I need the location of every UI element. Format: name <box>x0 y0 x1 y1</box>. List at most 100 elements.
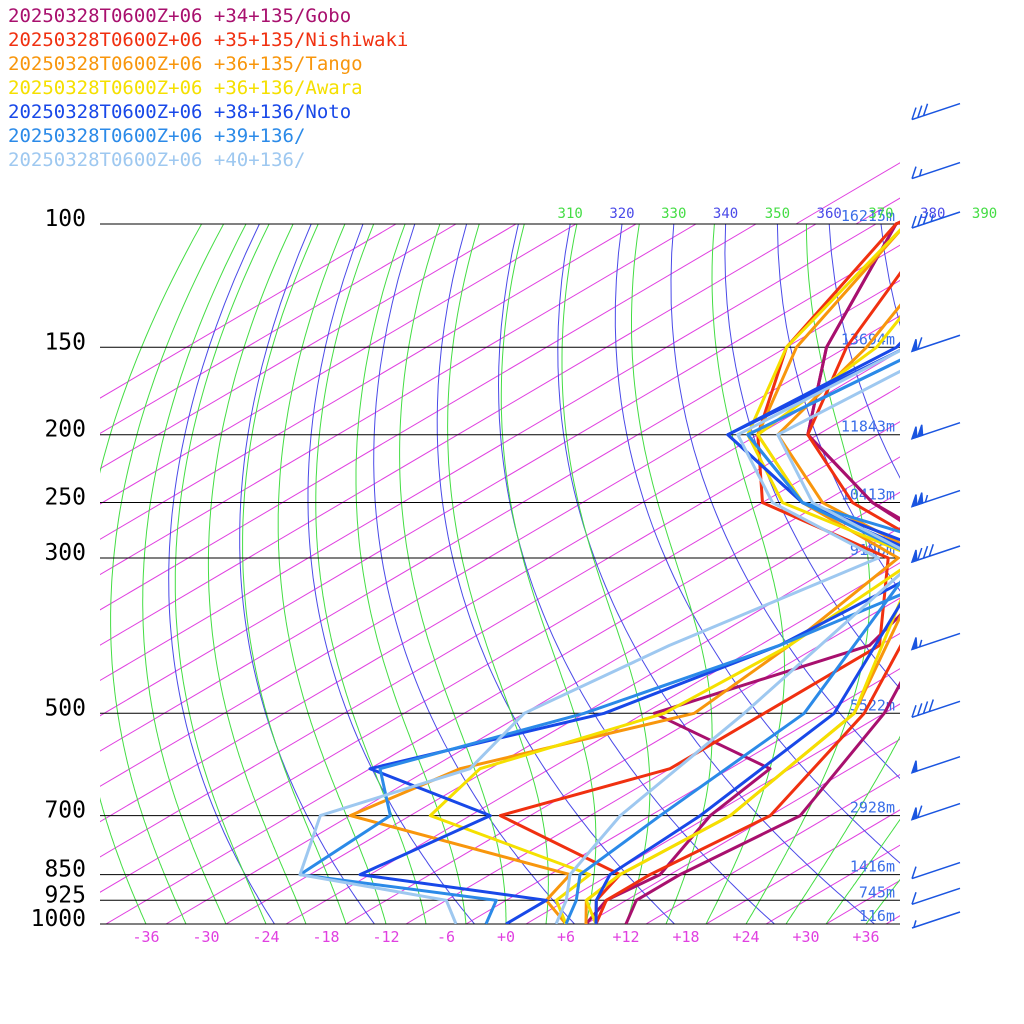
moist-adiabat-line <box>100 224 203 924</box>
upper-isotherms <box>795 0 1024 225</box>
moist-adiabat-line <box>825 818 900 924</box>
temperature-tick-label: +12 <box>612 928 639 946</box>
moist-adiabat-line <box>906 224 1024 924</box>
isobar-lines <box>100 223 900 925</box>
temperature-line <box>584 315 900 924</box>
moist-adiabat-line <box>355 224 467 924</box>
wind-barb <box>911 211 961 229</box>
dry-adiabat-line <box>307 224 475 924</box>
temperature-tick-label: -36 <box>132 928 159 946</box>
isotherm-line <box>100 224 517 470</box>
isotherm-line <box>465 668 900 924</box>
isotherm-line <box>100 385 900 858</box>
isotherm-line <box>405 632 900 924</box>
dewpoint-line <box>298 358 900 924</box>
isotherm-line <box>100 350 900 823</box>
temperature-line <box>624 220 900 924</box>
wind-barb <box>910 334 961 353</box>
isotherm-line <box>100 224 397 399</box>
wind-barb <box>910 632 961 651</box>
dewpoint-line <box>298 348 900 924</box>
height-label: 11843m <box>841 418 895 436</box>
temperature-tick-label: +36 <box>852 928 879 946</box>
temperature-tick-label: -18 <box>312 928 339 946</box>
isotherm-line <box>100 224 877 682</box>
wind-barb <box>910 543 961 564</box>
isotherm-line <box>100 224 457 434</box>
temperature-tick-label: -24 <box>252 928 279 946</box>
isotherm-line <box>105 456 900 924</box>
isotherm-line <box>100 224 577 505</box>
temperature-line <box>594 271 900 924</box>
sounding-profiles <box>298 220 900 924</box>
isotherm-line <box>100 279 900 752</box>
isotherm-line <box>916 0 1024 224</box>
dry-adiabat-line <box>985 224 1024 924</box>
dry-adiabat-line <box>497 224 775 924</box>
theta-label: 340 <box>713 206 738 222</box>
legend-entry: 20250328T0600Z+06 +38+136/Noto <box>8 101 352 123</box>
temperature-tick-label: -30 <box>192 928 219 946</box>
theta-label: 390 <box>972 206 997 222</box>
legend-entry: 20250328T0600Z+06 +35+135/Nishiwaki <box>8 29 409 51</box>
theta-label: 310 <box>558 206 583 222</box>
pressure-tick-label: 700 <box>44 798 86 824</box>
background-grid <box>100 224 1024 924</box>
temperature-line <box>564 358 900 924</box>
isotherm-line <box>825 879 900 924</box>
isotherm-line <box>165 491 900 924</box>
moist-adiabat-line <box>207 224 307 924</box>
dewpoint-line <box>358 348 900 924</box>
legend-entry: 20250328T0600Z+06 +36+135/Tango <box>8 53 363 75</box>
isotherm-line <box>795 162 900 225</box>
wind-barb <box>911 161 961 180</box>
moist-adiabat-line <box>174 224 270 924</box>
moist-adiabat-line <box>946 224 1024 924</box>
isotherm-line <box>100 224 757 611</box>
legend-entry: 20250328T0600Z+06 +40+136/ <box>8 149 306 171</box>
temperature-line <box>594 341 900 924</box>
theta-label: 330 <box>661 206 686 222</box>
isotherm-line <box>285 562 900 924</box>
pressure-tick-label: 100 <box>44 206 86 232</box>
wind-barb <box>910 802 961 821</box>
height-label: 116m <box>859 907 895 925</box>
legend-entry: 20250328T0600Z+06 +39+136/ <box>8 125 306 147</box>
height-label: 1416m <box>850 858 895 876</box>
height-label: 10413m <box>841 486 895 504</box>
legend: 20250328T0600Z+06 +34+135/Gobo 20250328T0… <box>8 4 408 172</box>
temperature-tick-label: +18 <box>672 928 699 946</box>
theta-label: 370 <box>868 206 893 222</box>
dry-adiabat-line <box>557 224 875 924</box>
dewpoint-line <box>428 228 900 924</box>
isotherm-line <box>855 197 900 225</box>
pressure-tick-label: 925 <box>44 882 86 908</box>
isotherm-line <box>585 738 900 924</box>
pressure-tick-label: 200 <box>44 417 86 443</box>
wind-barb <box>910 422 961 440</box>
wind-barb <box>911 911 961 929</box>
wind-barb <box>911 887 961 906</box>
theta-label: 350 <box>765 206 790 222</box>
moist-adiabat-line <box>447 224 549 924</box>
wind-barbs <box>910 102 961 929</box>
pressure-tick-label: 850 <box>44 857 86 883</box>
temperature-line <box>554 369 900 924</box>
isotherm-line <box>100 315 900 787</box>
moist-adiabat-line <box>142 224 247 924</box>
pressure-tick-label: 500 <box>44 695 86 721</box>
temperature-tick-label: -12 <box>372 928 399 946</box>
temperature-tick-label: +30 <box>792 928 819 946</box>
wind-barb <box>911 699 961 718</box>
legend-entry: 20250328T0600Z+06 +36+136/Awara <box>8 77 363 99</box>
theta-label: 380 <box>920 206 945 222</box>
pressure-tick-label: 150 <box>44 329 86 355</box>
pressure-tick-label: 1000 <box>31 906 86 932</box>
isotherm-line <box>976 0 1024 224</box>
dry-adiabat-line <box>933 224 1024 924</box>
isotherm-line <box>885 915 900 924</box>
isotherm-line <box>100 224 697 576</box>
moist-adiabat-line <box>315 224 427 924</box>
